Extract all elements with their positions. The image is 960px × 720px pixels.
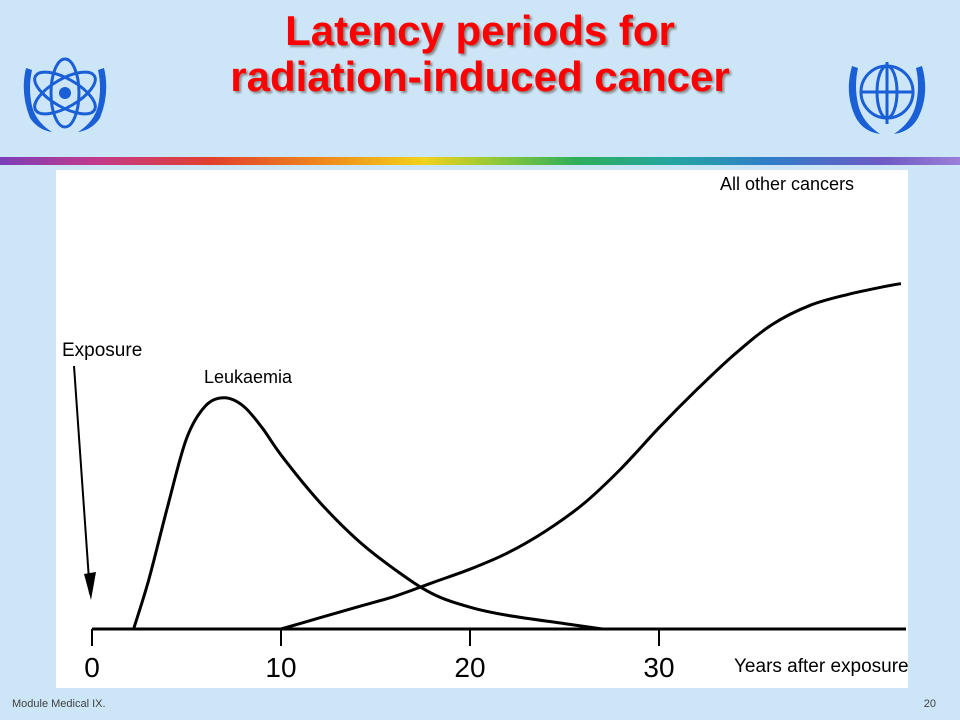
exposure-arrowhead: [84, 572, 96, 600]
x-tick-label: 0: [84, 652, 100, 683]
slide-title: Latency periods for radiation-induced ca…: [160, 8, 800, 100]
who-emblem-icon: [848, 62, 926, 134]
footer-module: Module Medical IX.: [12, 698, 106, 710]
iaea-atom-emblem-icon: [23, 57, 107, 132]
series-line-leukaemia: [132, 396, 603, 631]
chart-panel: 0 10 20 30 Leukaemia All other cancers Years…: [56, 170, 909, 688]
title-line-2: radiation-induced cancer: [230, 53, 730, 100]
exposure-arrow: [73, 365, 91, 595]
series-label-all-other-cancers: All other cancers: [720, 174, 854, 194]
rainbow-divider: [0, 157, 960, 165]
x-tick-label: 10: [265, 652, 296, 683]
x-tick-label: 30: [643, 652, 674, 683]
series-line-all-other-cancers: [280, 282, 902, 631]
footer-page-number: 20: [923, 698, 936, 710]
series-label-leukaemia: Leukaemia: [204, 367, 293, 387]
title-line-1: Latency periods for: [285, 7, 675, 54]
latency-chart: 0 10 20 30 Leukaemia All other cancers Years…: [62, 174, 909, 683]
exposure-annotation: Exposure: [62, 340, 142, 361]
x-tick-label: 20: [454, 652, 485, 683]
x-axis-label: Years after exposure: [734, 656, 908, 677]
